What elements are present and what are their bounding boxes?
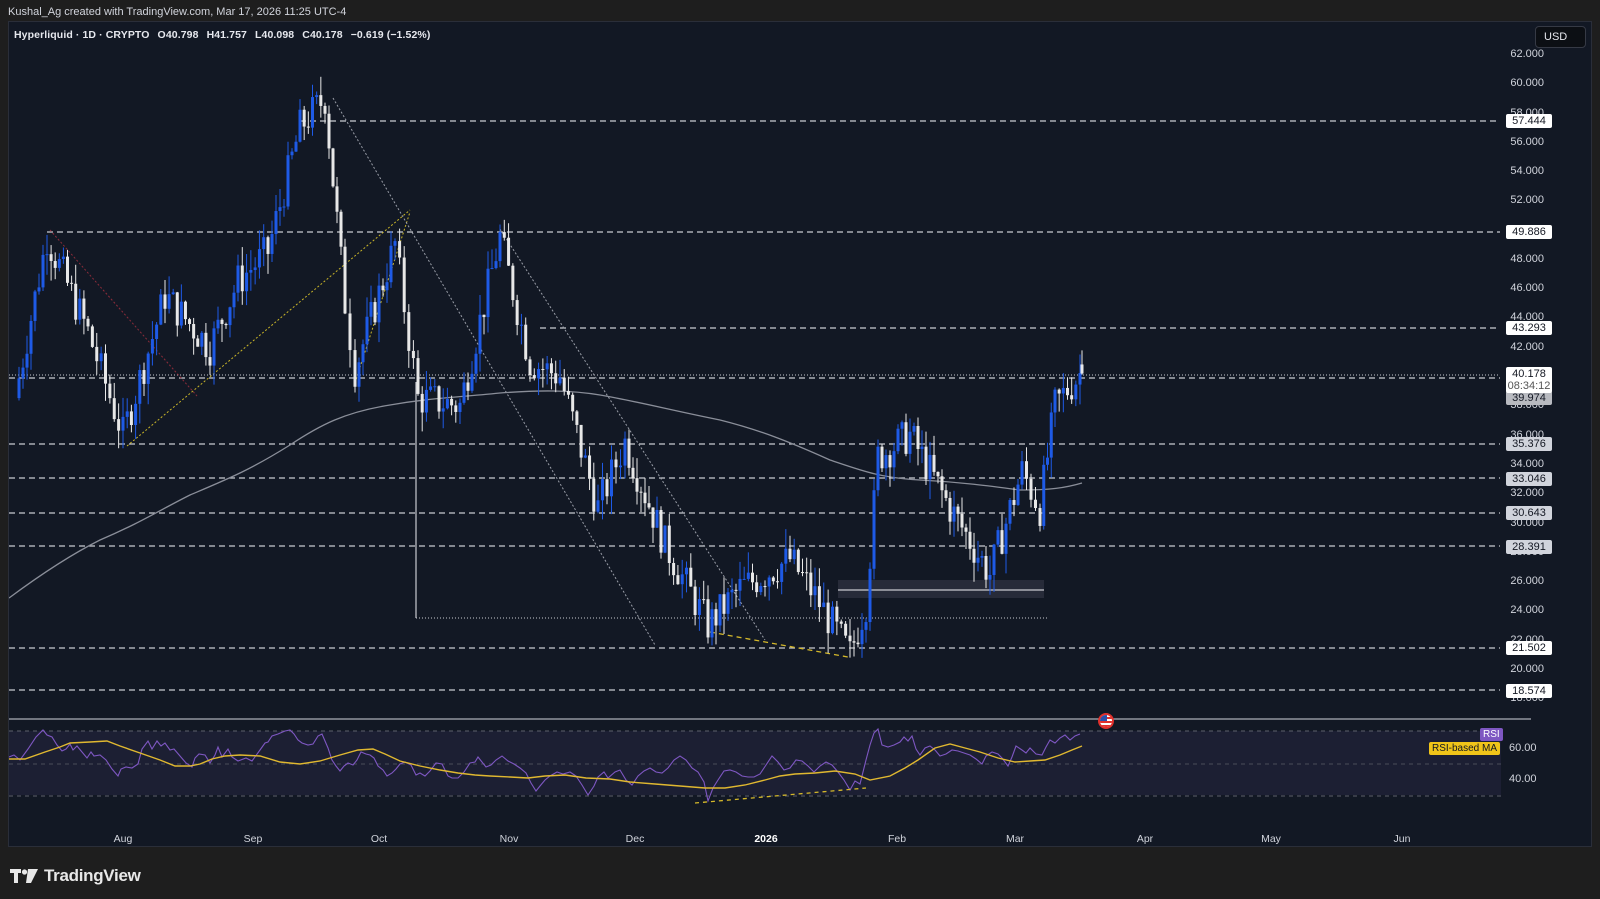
moving-average-line [9, 390, 1083, 599]
price-tick: 32.000 [1510, 487, 1544, 499]
symbol-legend: Hyperliquid · 1D · CRYPTO O40.798 H41.75… [14, 29, 435, 41]
price-tick: 42.000 [1510, 341, 1544, 353]
candlestick-series [17, 76, 1084, 658]
tradingview-logo: TradingView [10, 866, 141, 886]
legend-close: C40.178 [302, 29, 343, 41]
time-label: Mar [1005, 833, 1025, 845]
price-tick: 44.000 [1510, 311, 1544, 323]
time-label: Oct [370, 833, 388, 845]
legend-open: O40.798 [157, 29, 199, 41]
rsi-tick: 60.00 [1509, 742, 1537, 754]
rsi-tick: 40.00 [1509, 773, 1537, 785]
current-price: 40.178 [1512, 368, 1546, 380]
tradingview-logo-icon [10, 869, 38, 883]
time-label: Feb [887, 833, 907, 845]
rsi-ma-line [9, 740, 1083, 789]
time-label: Sep [243, 833, 263, 845]
time-label: Nov [499, 833, 519, 845]
time-label: Dec [625, 833, 645, 845]
price-tick: 24.000 [1510, 604, 1544, 616]
chart-frame[interactable] [8, 21, 1592, 847]
currency-button[interactable]: USD [1535, 26, 1586, 48]
price-tick: 56.000 [1510, 136, 1544, 148]
legend-change: −0.619 (−1.52%) [350, 29, 431, 41]
level-label: 33.046 [1506, 472, 1552, 486]
level-label: 28.391 [1506, 540, 1552, 554]
current-price-label: 40.178 08:34:12 [1506, 367, 1552, 393]
horizontal-levels [9, 120, 1500, 691]
time-label-year: 2026 [754, 833, 778, 845]
level-label: 39.974 [1506, 391, 1552, 405]
rsi-label: RSI [1480, 728, 1503, 741]
legend-high: H41.757 [206, 29, 247, 41]
legend-symbol: Hyperliquid · 1D · CRYPTO [14, 29, 150, 41]
rsi-line [9, 727, 1081, 803]
level-label: 43.293 [1506, 321, 1552, 335]
level-label: 18.574 [1506, 684, 1552, 698]
chart-canvas[interactable] [9, 22, 1531, 812]
brand-name: TradingView [44, 866, 141, 885]
level-label: 57.444 [1506, 114, 1552, 128]
price-tick: 62.000 [1510, 48, 1544, 60]
rsi-ma-label: RSI-based MA [1429, 742, 1501, 755]
us-economic-event-icon[interactable] [1098, 713, 1114, 729]
time-label: Jun [1393, 833, 1411, 845]
price-tick: 26.000 [1510, 575, 1544, 587]
price-tick: 52.000 [1510, 194, 1544, 206]
price-tick: 30.000 [1510, 517, 1544, 529]
level-label: 21.502 [1506, 641, 1552, 655]
price-axis[interactable]: 62.000 60.000 58.000 56.000 54.000 52.00… [1502, 22, 1558, 822]
price-tick: 54.000 [1510, 165, 1544, 177]
price-tick: 20.000 [1510, 663, 1544, 675]
price-tick: 60.000 [1510, 77, 1544, 89]
level-label: 35.376 [1506, 437, 1552, 451]
time-label: Aug [113, 833, 133, 845]
price-tick: 34.000 [1510, 458, 1544, 470]
price-tick: 46.000 [1510, 282, 1544, 294]
bar-countdown: 08:34:12 [1507, 380, 1551, 392]
time-label: May [1261, 833, 1281, 845]
chart-credit: Kushal_Ag created with TradingView.com, … [8, 6, 347, 18]
level-label: 30.643 [1506, 506, 1552, 520]
time-label: Apr [1136, 833, 1154, 845]
price-tick: 48.000 [1510, 253, 1544, 265]
legend-low: L40.098 [255, 29, 295, 41]
rsi-band-background [9, 731, 1501, 795]
level-label: 49.886 [1506, 225, 1552, 239]
demand-zone-box [838, 580, 1044, 598]
